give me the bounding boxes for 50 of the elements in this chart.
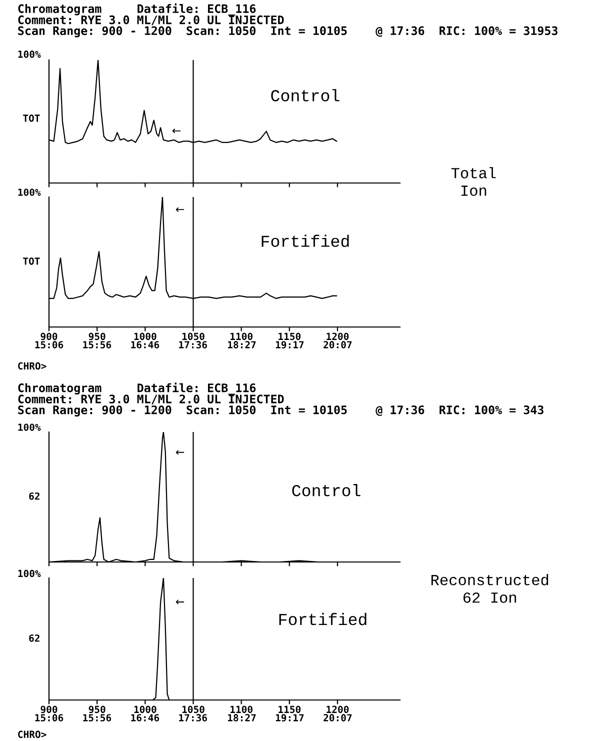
text: 100% xyxy=(18,424,41,431)
x2-tick-label: 17:36 xyxy=(179,341,207,348)
x-tick-label: 950 xyxy=(88,332,106,340)
annotation: Control xyxy=(271,89,340,102)
x-tick-label: 1050 xyxy=(182,332,204,340)
chart-title: Chromatogram Datafile: ECB_116 Comment: RYE 3.0 ML/ML 2.0 UL INJECTED Scan Range: 900 - 1200 Scan: 1050 Int = 10105 @ 17:36 RIC: 100% = 343 xyxy=(18,382,544,417)
text: TOT xyxy=(23,257,40,265)
text: Reconstructed 62 Ion xyxy=(431,574,548,603)
x2-tick-label: 19:17 xyxy=(276,714,304,722)
text: 100% xyxy=(18,570,41,578)
x-tick-label: 1100 xyxy=(230,332,252,340)
x-tick-label: 1000 xyxy=(134,706,156,714)
text: CHRO> xyxy=(18,730,46,738)
annotation: Fortified xyxy=(279,612,366,626)
text: Total Ion xyxy=(451,167,496,196)
text: 100% xyxy=(18,50,41,58)
annotation: ← xyxy=(176,207,184,212)
x-tick-label: 1200 xyxy=(326,706,349,714)
x-tick-label: 900 xyxy=(40,332,58,340)
text: 100% xyxy=(18,188,41,196)
x2-tick-label: 18:27 xyxy=(228,714,256,722)
text: CHRO> xyxy=(18,362,46,370)
annotation: Control xyxy=(292,484,360,496)
x2-tick-label: 18:27 xyxy=(228,341,256,348)
x2-tick-label: 20:07 xyxy=(324,341,352,348)
text: TOT xyxy=(23,114,40,122)
x2-tick-label: 19:17 xyxy=(276,341,304,348)
x2-tick-label: 17:36 xyxy=(179,714,207,722)
x2-tick-label: 20:07 xyxy=(324,714,352,722)
x-tick-label: 1150 xyxy=(278,332,301,340)
x2-tick-label: 16:46 xyxy=(131,341,160,348)
annotation: ← xyxy=(172,128,181,134)
x-tick-label: 1100 xyxy=(230,706,252,714)
x2-tick-label: 16:46 xyxy=(131,714,160,722)
x2-tick-label: 15:06 xyxy=(35,714,64,722)
x-tick-label: 900 xyxy=(40,706,58,714)
x-tick-label: 950 xyxy=(88,706,106,714)
text: 62 xyxy=(29,634,40,642)
x2-tick-label: 15:06 xyxy=(35,341,64,348)
x2-tick-label: 15:56 xyxy=(83,714,112,722)
text: 62 xyxy=(29,492,40,500)
annotation: Fortified xyxy=(262,234,349,248)
x-tick-label: 1200 xyxy=(326,332,349,340)
x-tick-label: 1000 xyxy=(134,332,156,340)
x2-tick-label: 15:56 xyxy=(83,341,112,348)
x-tick-label: 1150 xyxy=(278,706,301,714)
annotation: ← xyxy=(176,450,184,455)
x-tick-label: 1050 xyxy=(182,706,204,714)
annotation: ← xyxy=(176,600,184,604)
chart-title: Chromatogram Datafile: ECB_116 Comment: RYE 3.0 ML/ML 2.0 UL INJECTED Scan Range: 900 - 1200 Scan: 1050 Int = 10105 @ 17:36 RIC: 100% = 31953 xyxy=(18,3,558,38)
